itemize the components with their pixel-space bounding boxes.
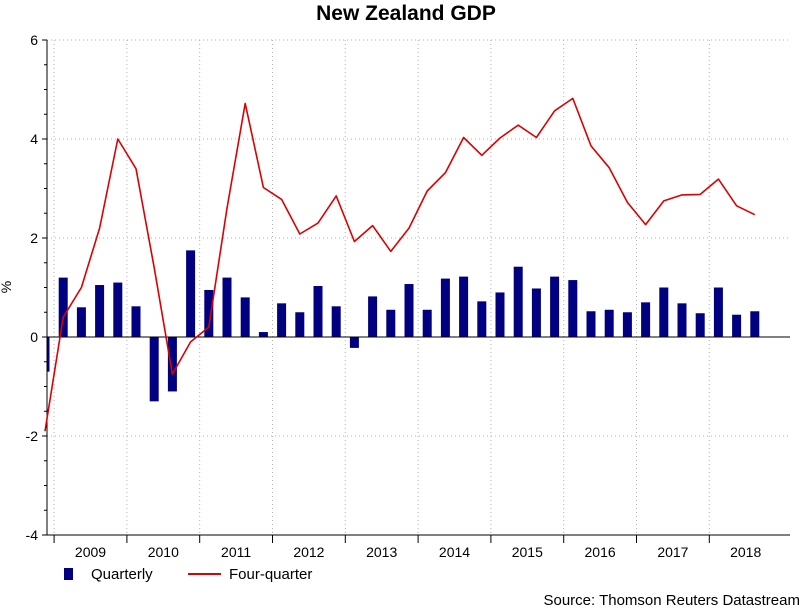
quarterly-bar	[277, 303, 287, 337]
legend-four-quarter-label: Four-quarter	[229, 566, 313, 583]
quarterly-bar	[404, 284, 414, 337]
quarterly-bar	[695, 313, 705, 337]
quarterly-bar	[258, 332, 268, 337]
quarterly-bar	[622, 312, 632, 337]
x-year-label: 2012	[293, 544, 324, 560]
quarterly-bar	[113, 282, 123, 337]
quarterly-bar	[477, 301, 487, 337]
x-year-label: 2018	[730, 544, 761, 560]
quarterly-bar	[186, 250, 196, 337]
quarterly-bar	[513, 266, 523, 337]
four-quarter-line	[44, 97, 756, 432]
legend-quarterly-label: Quarterly	[91, 566, 153, 583]
chart-title: New Zealand GDP	[316, 2, 496, 25]
quarterly-bar	[95, 285, 105, 337]
quarterly-bar	[58, 277, 68, 337]
quarterly-bar	[568, 280, 578, 337]
x-year-label: 2017	[657, 544, 688, 560]
quarterly-bar	[550, 276, 560, 337]
x-year-label: 2016	[585, 544, 616, 560]
quarterly-bar	[149, 337, 159, 402]
source-note: Source: Thomson Reuters Datastream	[543, 592, 800, 609]
quarterly-bar	[76, 307, 86, 337]
quarterly-bar	[732, 314, 742, 337]
quarterly-bar	[368, 296, 378, 337]
quarterly-bar	[604, 309, 614, 337]
y-tick-label: -2	[26, 428, 39, 444]
quarterly-bar	[459, 276, 469, 337]
quarterly-bar	[222, 277, 232, 337]
legend-quarterly: Quarterly	[64, 566, 153, 583]
x-year-label: 2009	[75, 544, 106, 560]
quarterly-bar	[641, 302, 651, 337]
quarterly-bar	[659, 287, 669, 337]
x-year-label: 2015	[512, 544, 543, 560]
x-year-label: 2011	[221, 544, 251, 560]
quarterly-bars	[47, 250, 760, 402]
quarterly-bar	[586, 311, 596, 337]
quarterly-bar	[713, 287, 723, 337]
quarterly-bar	[677, 303, 687, 337]
quarterly-bar	[167, 337, 177, 392]
y-tick-label: -4	[26, 527, 39, 543]
y-tick-label: 0	[30, 329, 38, 345]
y-axis-label: %	[0, 281, 14, 293]
quarterly-bar	[295, 312, 305, 337]
x-year-label: 2010	[148, 544, 179, 560]
x-year-label: 2013	[366, 544, 397, 560]
y-tick-label: 6	[30, 32, 38, 48]
quarterly-bar	[240, 297, 250, 337]
y-tick-label: 4	[30, 131, 38, 147]
quarterly-bar	[131, 306, 141, 337]
four-quarter-line-group	[44, 97, 756, 432]
legend-quarterly-swatch	[64, 568, 73, 580]
quarterly-bar	[750, 311, 760, 337]
y-tick-label: 2	[30, 230, 38, 246]
quarterly-bar	[422, 309, 432, 337]
quarterly-bar	[313, 286, 323, 337]
quarterly-bar	[47, 337, 50, 372]
quarterly-bar	[495, 292, 505, 337]
quarterly-bar	[440, 278, 450, 337]
axes	[42, 39, 790, 543]
quarterly-bar	[531, 288, 541, 337]
quarterly-bar	[386, 309, 396, 337]
x-year-label: 2014	[439, 544, 470, 560]
quarterly-bar	[331, 306, 341, 337]
gridlines	[47, 39, 790, 536]
quarterly-bar	[349, 337, 359, 348]
legend-four-quarter: Four-quarter	[188, 566, 312, 583]
legend-four-quarter-swatch	[188, 573, 221, 575]
quarterly-bar	[204, 289, 214, 337]
tick-labels: -4 -2 0 2 4 6% 2009 2010 2011 2012 2013 2014 2015 201…	[0, 32, 761, 560]
